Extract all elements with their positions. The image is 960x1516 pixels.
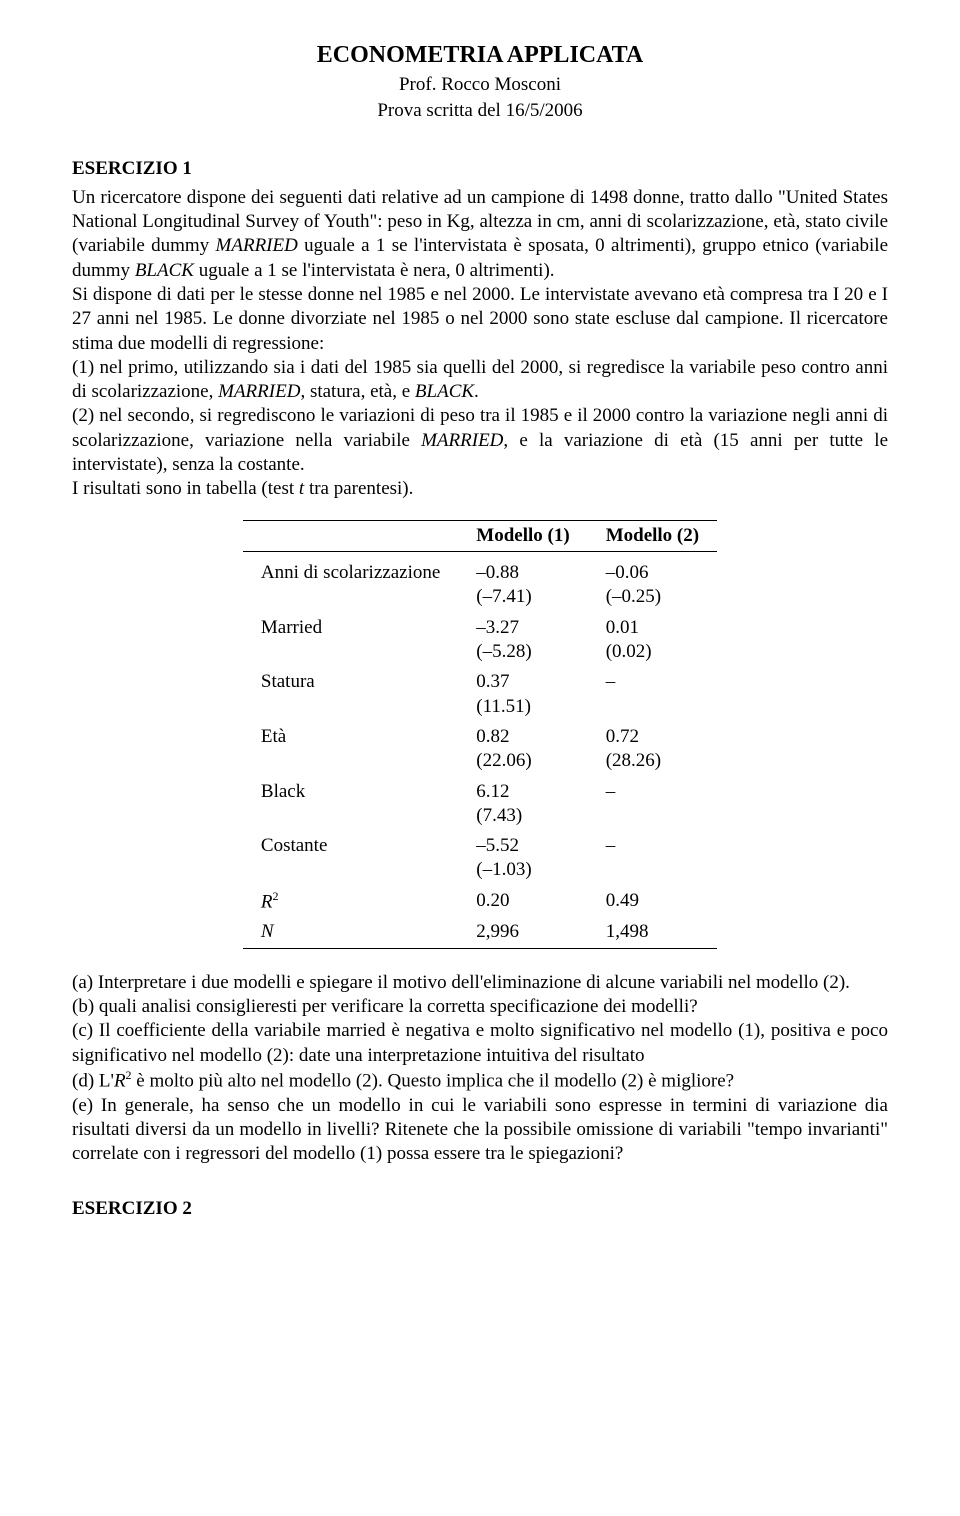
question-b: (b) quali analisi consiglieresti per ver…	[72, 995, 888, 1019]
doc-date: Prova scritta del 16/5/2006	[72, 99, 888, 123]
ex1-p3-a: (1) nel primo, utilizzando sia i dati de…	[72, 357, 888, 402]
row-label-married: Married	[243, 613, 458, 668]
question-d: (d) L'R2 è molto più alto nel modello (2…	[72, 1068, 888, 1094]
question-a: (a) Interpretare i due modelli e spiegar…	[72, 971, 888, 995]
scol-m2: –0.06 (–0.25)	[588, 558, 717, 613]
row-label-statura: Statura	[243, 667, 458, 722]
ex1-p1-black: BLACK	[135, 260, 194, 281]
ex1-p4-married: MARRIED	[421, 430, 503, 451]
table-row: Costante –5.52 (–1.03) –	[243, 831, 717, 886]
question-c: (c) Il coefficiente della variabile marr…	[72, 1019, 888, 1068]
statura-m1: 0.37 (11.51)	[458, 667, 587, 722]
ex1-p1-e: uguale a 1 se l'intervistata è nera, 0 a…	[194, 260, 555, 281]
regression-table: Modello (1) Modello (2) Anni di scolariz…	[243, 520, 717, 949]
ex1-p5-a: I risultati sono in tabella (test	[72, 478, 299, 499]
row-label-n: N	[243, 917, 458, 948]
table-corner	[243, 520, 458, 551]
cost-m2: –	[588, 831, 717, 886]
ex1-paragraph-2: Si dispone di dati per le stesse donne n…	[72, 283, 888, 356]
eta-m2: 0.72 (28.26)	[588, 722, 717, 777]
ex1-p3-married: MARRIED	[218, 381, 300, 402]
table-row: Black 6.12 (7.43) –	[243, 777, 717, 832]
row-label-scol: Anni di scolarizzazione	[243, 558, 458, 613]
row-label-costante: Costante	[243, 831, 458, 886]
ex1-paragraph-5: I risultati sono in tabella (test t tra …	[72, 477, 888, 501]
n-m1: 2,996	[458, 917, 587, 948]
black-m1: 6.12 (7.43)	[458, 777, 587, 832]
eta-m1: 0.82 (22.06)	[458, 722, 587, 777]
ex1-paragraph-4: (2) nel secondo, si regrediscono le vari…	[72, 404, 888, 477]
ex1-p1-married: MARRIED	[216, 235, 298, 256]
ex1-p3-e: .	[474, 381, 479, 402]
r2-m1: 0.20	[458, 886, 587, 918]
married-m1: –3.27 (–5.28)	[458, 613, 587, 668]
table-row: N 2,996 1,498	[243, 917, 717, 948]
ex1-paragraph-3: (1) nel primo, utilizzando sia i dati de…	[72, 356, 888, 405]
table-header-model-2: Modello (2)	[588, 520, 717, 551]
table-header-model-1: Modello (1)	[458, 520, 587, 551]
ex1-p3-black: BLACK	[415, 381, 474, 402]
row-label-black: Black	[243, 777, 458, 832]
n-m2: 1,498	[588, 917, 717, 948]
q-d-c: è molto più alto nel modello (2). Questo…	[132, 1070, 735, 1091]
table-row: Married –3.27 (–5.28) 0.01 (0.02)	[243, 613, 717, 668]
r2-m2: 0.49	[588, 886, 717, 918]
ex1-paragraph-1: Un ricercatore dispone dei seguenti dati…	[72, 186, 888, 283]
exercise-2-heading: ESERCIZIO 2	[72, 1197, 888, 1221]
doc-title: ECONOMETRIA APPLICATA	[72, 40, 888, 71]
table-row: R2 0.20 0.49	[243, 886, 717, 918]
black-m2: –	[588, 777, 717, 832]
row-label-eta: Età	[243, 722, 458, 777]
question-e: (e) In generale, ha senso che un modello…	[72, 1094, 888, 1167]
row-label-r2: R2	[243, 886, 458, 918]
married-m2: 0.01 (0.02)	[588, 613, 717, 668]
statura-m2: –	[588, 667, 717, 722]
ex1-p5-c: tra parentesi).	[304, 478, 413, 499]
ex1-p3-c: , statura, età, e	[300, 381, 414, 402]
q-d-a: (d) L'	[72, 1070, 114, 1091]
table-row: Statura 0.37 (11.51) –	[243, 667, 717, 722]
questions-block: (a) Interpretare i due modelli e spiegar…	[72, 971, 888, 1167]
scol-m1: –0.88 (–7.41)	[458, 558, 587, 613]
q-d-r: R	[114, 1070, 126, 1091]
doc-author: Prof. Rocco Mosconi	[72, 73, 888, 97]
exercise-1-heading: ESERCIZIO 1	[72, 157, 888, 181]
cost-m1: –5.52 (–1.03)	[458, 831, 587, 886]
table-row: Anni di scolarizzazione –0.88 (–7.41) –0…	[243, 558, 717, 613]
table-row: Età 0.82 (22.06) 0.72 (28.26)	[243, 722, 717, 777]
